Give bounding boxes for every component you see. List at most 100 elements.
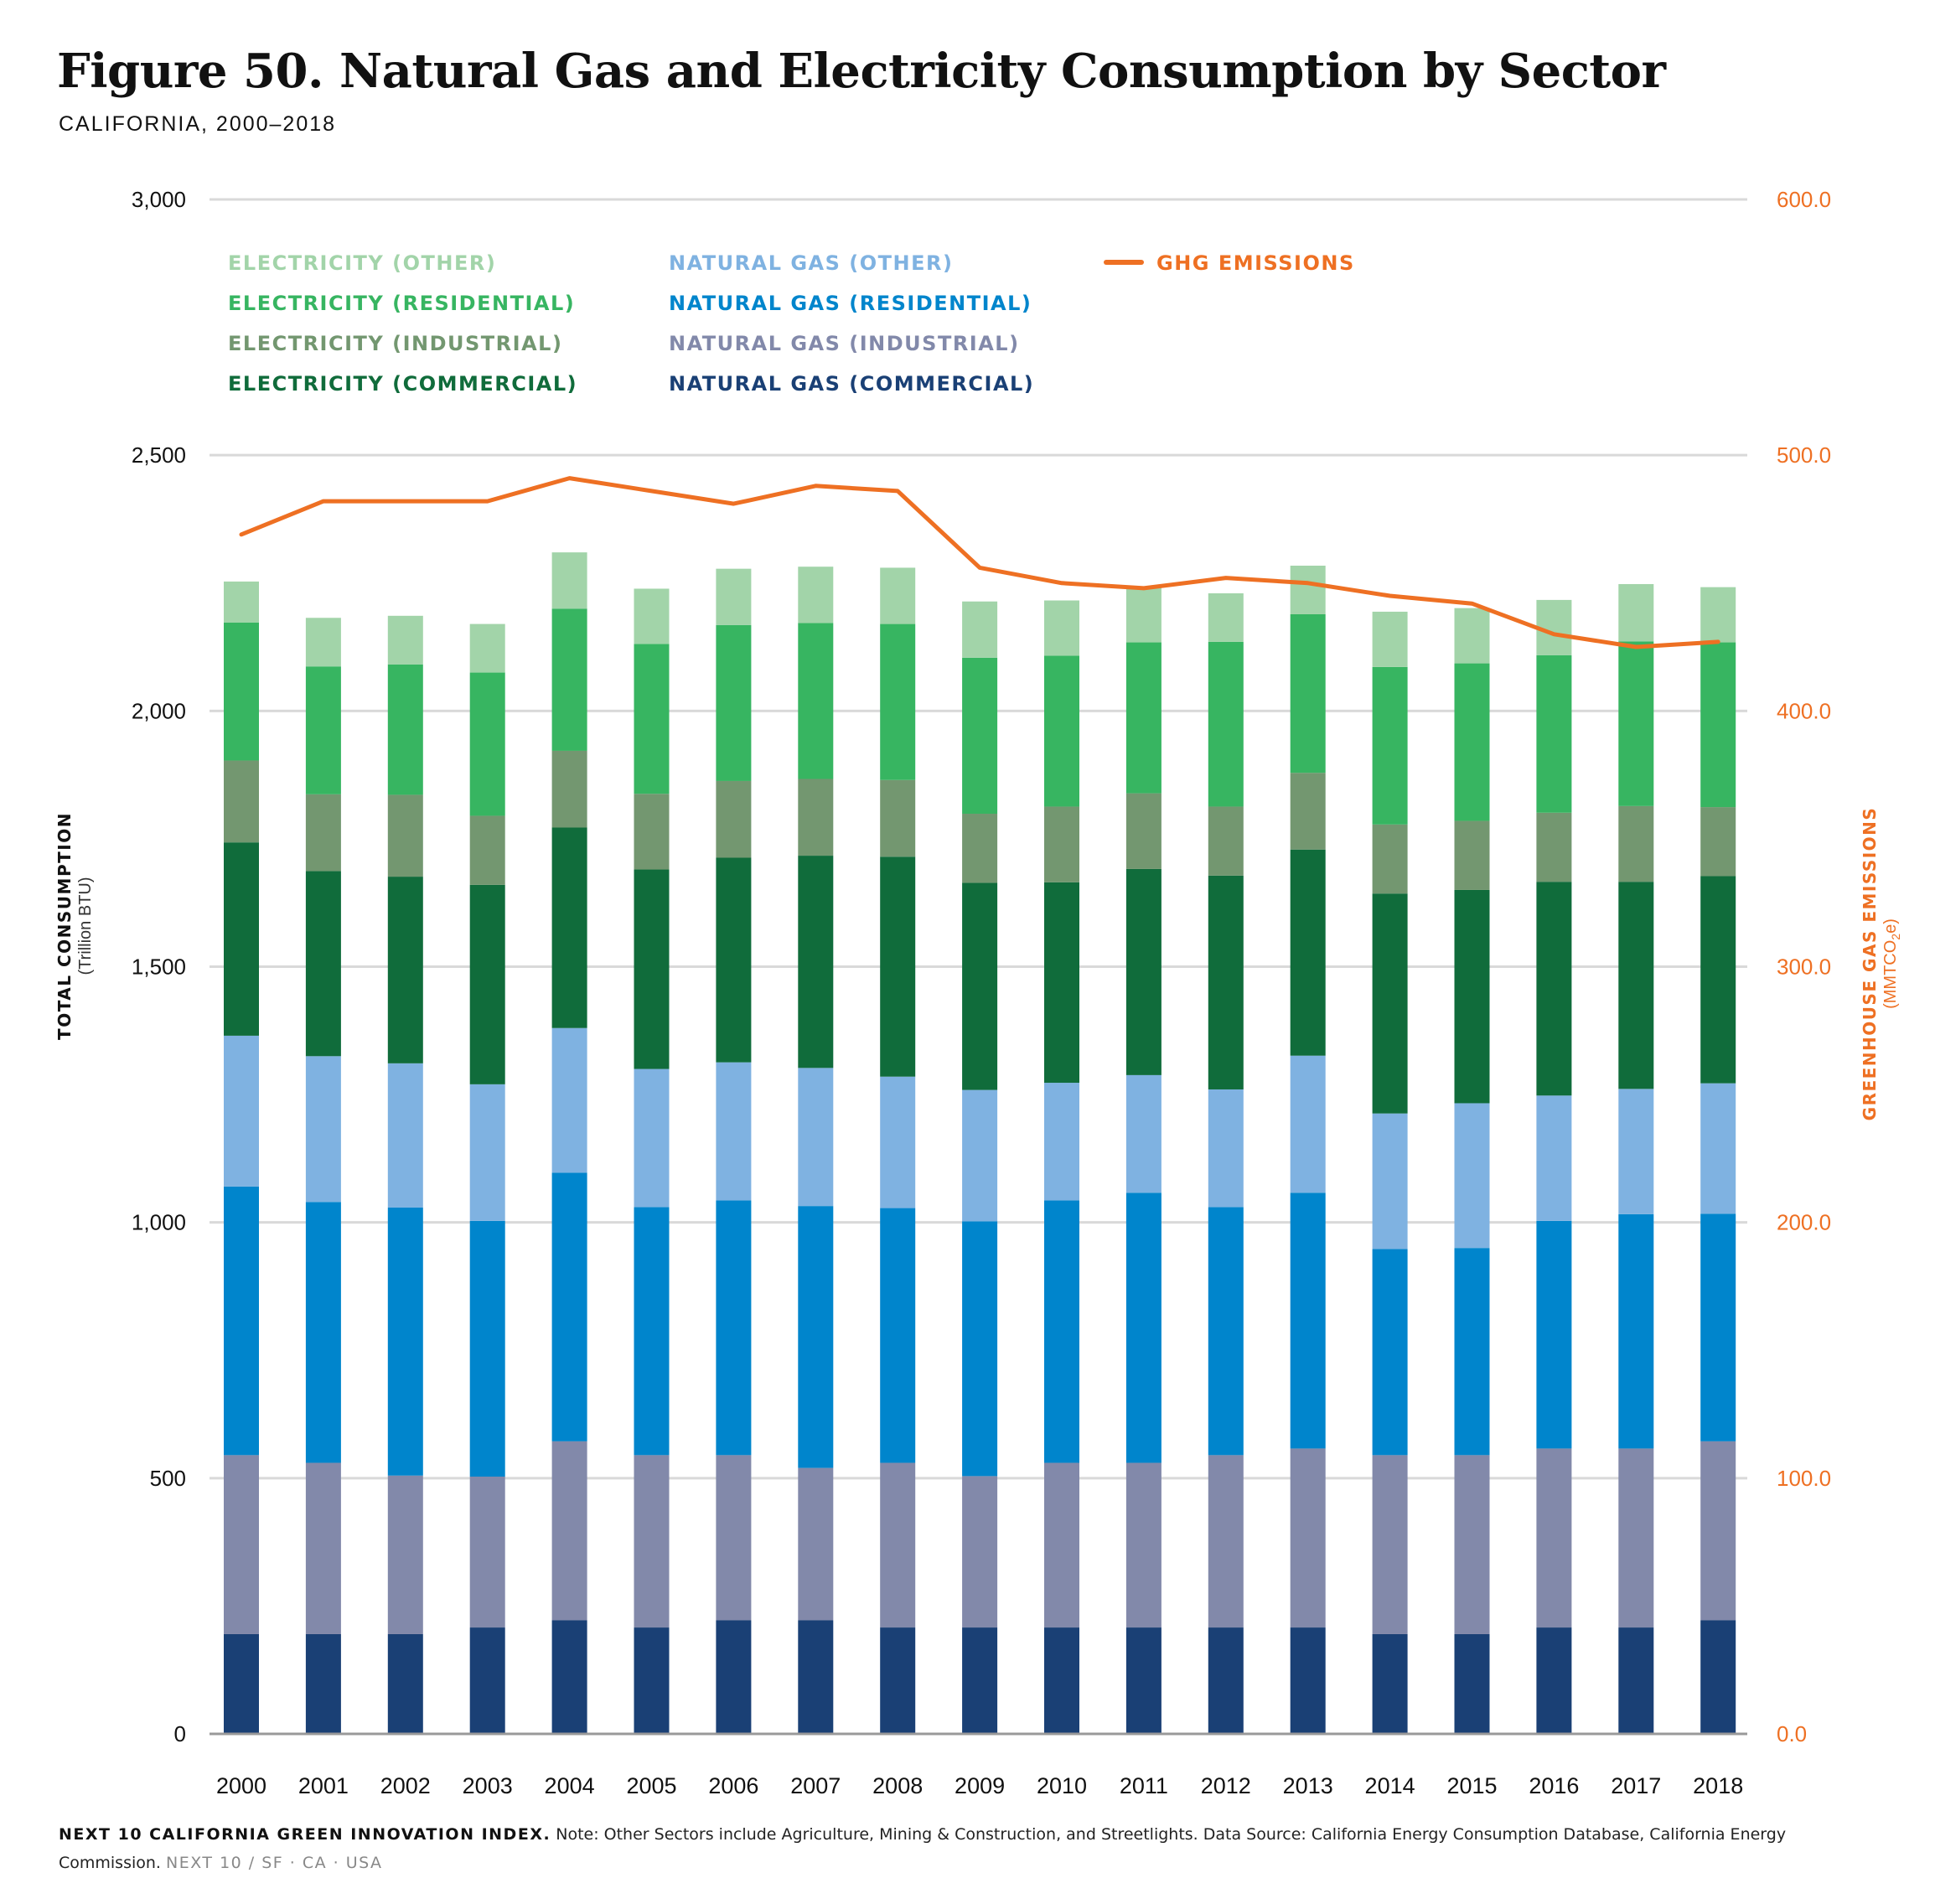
bar-segment: [1290, 1193, 1326, 1449]
footer-tag: NEXT 10 / SF · CA · USA: [166, 1854, 383, 1872]
bar-segment: [1208, 806, 1244, 876]
bar-segment: [1454, 820, 1490, 890]
x-tick-label: 2012: [1201, 1773, 1251, 1798]
x-axis-ticks: 2000 2001 2002 2003 2004 2005 2006 2007 2008 2009…: [216, 1773, 1743, 1798]
page-subtitle: CALIFORNIA, 2000–2018: [59, 112, 337, 136]
bar-segment: [634, 794, 670, 870]
right-tick-label: 500.0: [1777, 442, 1831, 468]
bar-segment: [1700, 642, 1736, 808]
left-tick-label: 2,500: [132, 442, 186, 468]
bar-segment: [1618, 1448, 1654, 1628]
right-axis-unit-sub: 2: [1889, 934, 1902, 940]
bar-segment: [1536, 882, 1572, 1096]
bar-segment: [1125, 868, 1162, 1075]
x-tick-label: 2011: [1120, 1773, 1168, 1798]
right-axis-unit-prefix: (MMTCO: [1881, 940, 1900, 1009]
bar-segment: [1208, 592, 1244, 642]
bars: [224, 552, 1736, 1734]
bar-segment: [798, 567, 834, 623]
bar-segment: [1290, 849, 1326, 1056]
bar-segment: [1618, 882, 1654, 1089]
bar-segment: [1372, 1113, 1408, 1250]
bar-segment: [962, 882, 998, 1090]
right-tick-label: 400.0: [1777, 698, 1831, 723]
bar-segment: [1454, 1103, 1490, 1249]
bar-segment: [1454, 1248, 1490, 1456]
bar-segment: [798, 623, 834, 779]
bar-segment: [1454, 889, 1490, 1104]
x-tick-label: 2010: [1037, 1773, 1087, 1798]
bar-segment: [798, 1620, 834, 1734]
bar-segment: [634, 1627, 670, 1734]
bar-segment: [634, 588, 670, 644]
bar-segment: [1700, 1083, 1736, 1214]
bar-segment: [224, 622, 259, 761]
x-tick-label: 2008: [872, 1773, 923, 1798]
bar-segment: [634, 644, 670, 794]
right-axis-label: GREENHOUSE GAS EMISSIONS: [1860, 807, 1880, 1121]
x-tick-label: 2015: [1446, 1773, 1497, 1798]
bar-segment: [716, 624, 752, 781]
bar-segment: [387, 615, 423, 665]
bar-segment: [305, 1633, 341, 1734]
bar-segment: [880, 856, 916, 1077]
legend-entry: NATURAL GAS (INDUSTRIAL): [669, 332, 1020, 355]
bar-segment: [962, 1627, 998, 1734]
bar-segment: [1290, 1627, 1326, 1734]
bar-segment: [224, 1035, 259, 1187]
bar-segment: [1044, 655, 1079, 807]
bar-segment: [1618, 805, 1654, 882]
right-axis-title: GREENHOUSE GAS EMISSIONS (MMTCO2e): [1860, 807, 1902, 1121]
x-tick-label: 2006: [708, 1773, 758, 1798]
legend: ELECTRICITY (OTHER) ELECTRICITY (RESIDENT…: [228, 251, 1353, 396]
bar-segment: [716, 780, 752, 858]
bar-segment: [1044, 1462, 1079, 1628]
x-tick-label: 2001: [298, 1773, 349, 1798]
bar-segment: [1536, 654, 1572, 813]
legend-entry: NATURAL GAS (OTHER): [669, 251, 953, 275]
bar-segment: [1208, 1627, 1244, 1734]
bar-segment: [1454, 1633, 1490, 1734]
bar-segment: [634, 1207, 670, 1456]
page-title: Figure 50. Natural Gas and Electricity C…: [57, 44, 1666, 99]
bar-segment: [1700, 1441, 1736, 1621]
bar-segment: [1044, 882, 1079, 1084]
bar-segment: [1536, 1627, 1572, 1734]
bar-segment: [469, 1084, 505, 1221]
bar-segment: [880, 623, 916, 780]
bar-segment: [1618, 1089, 1654, 1214]
bar-segment: [1372, 893, 1408, 1114]
bar-segment: [880, 779, 916, 857]
bar-segment: [305, 1056, 341, 1203]
bar-segment: [387, 794, 423, 877]
footer-brand: NEXT 10 CALIFORNIA GREEN INNOVATION INDE…: [59, 1825, 551, 1844]
bar-segment: [962, 1221, 998, 1477]
bar-segment: [1125, 1462, 1162, 1628]
bar-segment: [716, 568, 752, 625]
bar-segment: [1125, 1193, 1162, 1463]
bar-segment: [1454, 663, 1490, 821]
bar-segment: [880, 567, 916, 624]
bar-segment: [1536, 812, 1572, 882]
x-tick-label: 2013: [1283, 1773, 1333, 1798]
bar-segment: [1372, 666, 1408, 825]
bar-segment: [551, 827, 587, 1028]
bar-segment: [1125, 642, 1162, 794]
right-tick-label: 200.0: [1777, 1210, 1831, 1235]
bar-segment: [798, 1068, 834, 1207]
bar-segment: [1208, 875, 1244, 1089]
bar-segment: [224, 760, 259, 843]
bar-segment: [1125, 1627, 1162, 1734]
x-tick-label: 2000: [216, 1773, 266, 1798]
bar-segment: [1372, 1455, 1408, 1634]
bar-segment: [962, 814, 998, 883]
bar-segment: [1700, 807, 1736, 877]
x-tick-label: 2004: [545, 1773, 595, 1798]
bar-segment: [1125, 1074, 1162, 1193]
x-tick-label: 2014: [1365, 1773, 1415, 1798]
bar-segment: [1044, 1200, 1079, 1463]
bar-segment: [305, 618, 341, 667]
x-tick-label: 2009: [955, 1773, 1005, 1798]
right-axis-unit-suffix: e): [1881, 918, 1900, 934]
bar-segment: [962, 1089, 998, 1222]
